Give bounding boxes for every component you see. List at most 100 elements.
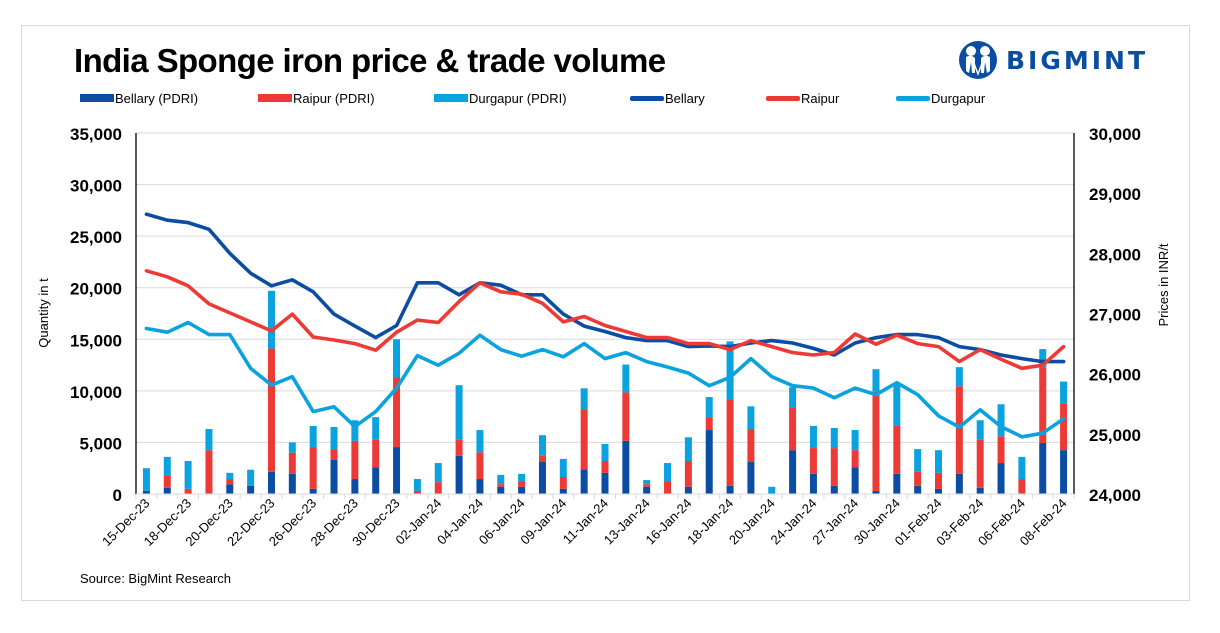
legend-label: Durgapur [931, 90, 986, 106]
bar-durgapur-pdri [184, 460, 192, 489]
left-axis-title: Quantity in t [36, 278, 51, 348]
legend-item-bellary: Bellary [630, 91, 705, 106]
left-tick-label: 10,000 [70, 383, 122, 402]
bar-durgapur-pdri [393, 339, 401, 378]
bar-durgapur-pdri [372, 417, 380, 440]
x-tick-label: 09-Jan-24 [517, 496, 569, 548]
bar-durgapur-pdri [518, 473, 526, 482]
line-raipur [144, 268, 1066, 371]
legend-line [630, 95, 664, 101]
bar-bellary-pdri [518, 486, 526, 494]
bar-raipur-pdri [893, 425, 901, 474]
right-tick-label: 26,000 [1089, 366, 1141, 385]
right-tick-label: 28,000 [1089, 245, 1141, 264]
legend-label: Raipur [801, 90, 840, 106]
legend-item-bellary-pdri: Bellary (PDRI) [80, 91, 198, 106]
left-tick-label: 5,000 [79, 434, 122, 453]
bar-raipur-pdri [872, 391, 880, 491]
x-axis-ticks: 15-Dec-2318-Dec-2320-Dec-2322-Dec-2326-D… [99, 494, 1075, 549]
bar-durgapur-pdri [914, 449, 922, 472]
bar-raipur-pdri [351, 440, 359, 480]
bar-bellary-pdri [580, 469, 588, 494]
left-tick-label: 35,000 [70, 125, 122, 144]
bar-durgapur-pdri [1060, 381, 1068, 404]
bar-raipur-pdri [538, 455, 546, 463]
bar-bellary-pdri [997, 463, 1005, 494]
bar-raipur-pdri [643, 484, 651, 487]
bar-raipur-pdri [372, 439, 380, 468]
bar-raipur-pdri [955, 386, 963, 474]
bar-durgapur-pdri [538, 435, 546, 456]
bar-bellary-pdri [726, 485, 734, 494]
left-tick-label: 20,000 [70, 280, 122, 299]
legend-label: Bellary [665, 90, 705, 106]
bar-bellary-pdri [455, 455, 463, 494]
bar-bellary-pdri [809, 473, 817, 494]
bar-durgapur-pdri [142, 468, 150, 491]
bar-raipur-pdri [1039, 367, 1047, 443]
bar-durgapur-pdri [684, 437, 692, 461]
right-tick-label: 25,000 [1089, 426, 1141, 445]
bar-raipur-pdri [747, 429, 755, 463]
bar-bellary-pdri [497, 486, 505, 494]
bar-raipur-pdri [184, 488, 192, 494]
bar-bellary-pdri [372, 467, 380, 494]
price-lines [144, 212, 1066, 439]
bar-durgapur-pdri [580, 388, 588, 410]
bar-durgapur-pdri [997, 404, 1005, 437]
bar-durgapur-pdri [830, 427, 838, 449]
bar-raipur-pdri [476, 452, 484, 480]
left-tick-label: 25,000 [70, 228, 122, 247]
bar-raipur-pdri [726, 399, 734, 486]
bar-bellary-pdri [559, 488, 567, 494]
bar-raipur-pdri [288, 452, 296, 474]
bar-raipur-pdri [163, 475, 171, 488]
right-tick-label: 27,000 [1089, 306, 1141, 325]
bar-durgapur-pdri [226, 472, 234, 480]
bar-bellary-pdri [601, 472, 609, 494]
bar-raipur-pdri [413, 490, 421, 494]
bar-bellary-pdri [476, 479, 484, 494]
bar-bellary-pdri [309, 488, 317, 494]
bar-durgapur-pdri [309, 425, 317, 448]
bar-raipur-pdri [622, 392, 630, 441]
bar-durgapur-pdri [601, 443, 609, 461]
bar-durgapur-pdri [747, 406, 755, 430]
bar-raipur-pdri [664, 481, 672, 494]
bar-bellary-pdri [330, 459, 338, 494]
bar-raipur-pdri [830, 448, 838, 486]
bar-bellary-pdri [163, 487, 171, 494]
bar-raipur-pdri [518, 481, 526, 487]
bar-raipur-pdri [393, 377, 401, 448]
bar-bellary-pdri [288, 473, 296, 494]
bar-durgapur-pdri [809, 425, 817, 449]
bar-raipur-pdri [1060, 403, 1068, 451]
bar-durgapur-pdri [643, 480, 651, 485]
bar-bellary-pdri [705, 430, 713, 494]
bar-durgapur-pdri [851, 430, 859, 451]
bar-raipur-pdri [559, 476, 567, 489]
bar-durgapur-pdri [789, 387, 797, 408]
bar-raipur-pdri [914, 471, 922, 486]
left-tick-label: 15,000 [70, 331, 122, 350]
legend-line [896, 95, 930, 101]
axes [135, 133, 1075, 495]
bar-durgapur-pdri [413, 479, 421, 491]
legend-item-raipur-pdri: Raipur (PDRI) [258, 91, 375, 106]
bar-raipur-pdri [226, 479, 234, 485]
legend-swatch [258, 94, 292, 102]
bar-bellary-pdri [747, 462, 755, 494]
bar-durgapur-pdri [497, 474, 505, 485]
bar-bellary-pdri [830, 485, 838, 494]
line-bellary [144, 212, 1066, 364]
bar-durgapur-pdri [559, 458, 567, 477]
bar-raipur-pdri [789, 407, 797, 451]
bar-durgapur-pdri [288, 442, 296, 453]
left-tick-label: 30,000 [70, 177, 122, 196]
bar-bellary-pdri [393, 447, 401, 494]
legend-label: Raipur (PDRI) [293, 90, 375, 106]
bar-durgapur-pdri [1018, 456, 1026, 480]
bar-raipur-pdri [705, 417, 713, 431]
bigmint-logo: BIGMINT [958, 39, 1148, 81]
